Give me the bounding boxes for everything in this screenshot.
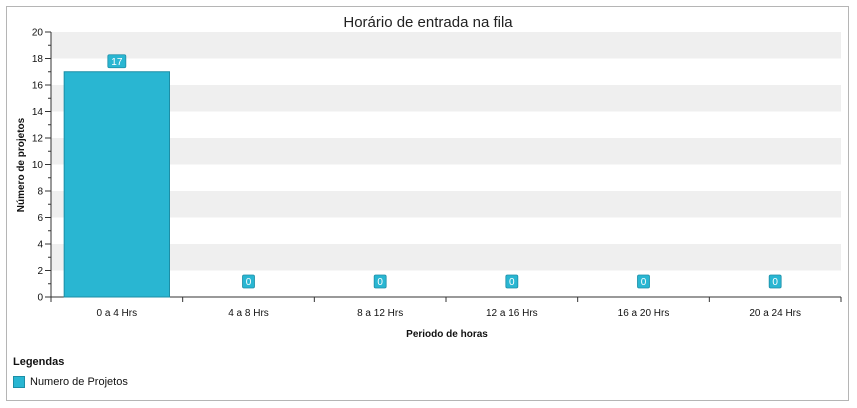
y-tick-label: 2 [37, 266, 43, 277]
grid-band [51, 191, 841, 218]
x-tick-label: 12 a 16 Hrs [486, 308, 538, 319]
y-tick-label: 12 [32, 134, 44, 145]
data-label: 0 [377, 277, 383, 288]
y-tick-label: 18 [32, 54, 44, 65]
y-tick-label: 4 [37, 240, 43, 251]
legend-item-label: Numero de Projetos [30, 376, 128, 388]
data-label: 0 [246, 277, 252, 288]
data-label-box [505, 274, 519, 289]
bar [63, 71, 170, 298]
x-tick-label: 20 a 24 Hrs [749, 308, 801, 319]
x-tick-label: 0 a 4 Hrs [97, 308, 138, 319]
data-label: 0 [641, 277, 647, 288]
y-axis-label: Número de projetos [16, 117, 27, 212]
y-tick-label: 10 [32, 160, 44, 171]
data-label: 0 [772, 277, 778, 288]
x-tick-label: 8 a 12 Hrs [357, 308, 403, 319]
x-axis-label: Periodo de horas [406, 329, 488, 340]
data-label-box [373, 274, 387, 289]
data-label: 0 [509, 277, 515, 288]
y-tick-label: 20 [32, 28, 44, 39]
data-label-box [107, 54, 127, 69]
x-tick-label: 16 a 20 Hrs [618, 308, 670, 319]
chart-title: Horário de entrada na fila [343, 14, 513, 31]
bars [63, 71, 170, 298]
grid-bands [51, 32, 841, 271]
y-tick-label: 14 [32, 107, 44, 118]
legend-item-numero-de-projetos: Numero de Projetos [13, 376, 128, 388]
y-axis: 0 2 4 6 8 10 12 14 16 18 20 [32, 28, 52, 304]
y-tick-label: 0 [37, 293, 43, 304]
y-tick-label: 8 [37, 187, 43, 198]
grid-band [51, 244, 841, 271]
grid-band [51, 138, 841, 165]
data-labels: 17 0 0 0 0 0 [107, 54, 782, 289]
data-label-box [768, 274, 782, 289]
x-axis: 0 a 4 Hrs 4 a 8 Hrs 8 a 12 Hrs 12 a 16 Hrs 1… [50, 296, 842, 319]
y-tick-label: 6 [37, 213, 43, 224]
legend-title: Legendas [13, 356, 65, 368]
grid-band [51, 85, 841, 112]
x-tick-label: 4 a 8 Hrs [228, 308, 269, 319]
y-tick-label: 16 [32, 81, 44, 92]
grid-band [51, 32, 841, 59]
data-label-box [637, 274, 650, 289]
legend-swatch [13, 376, 25, 388]
data-label: 17 [111, 57, 123, 68]
data-label-box [242, 274, 255, 289]
